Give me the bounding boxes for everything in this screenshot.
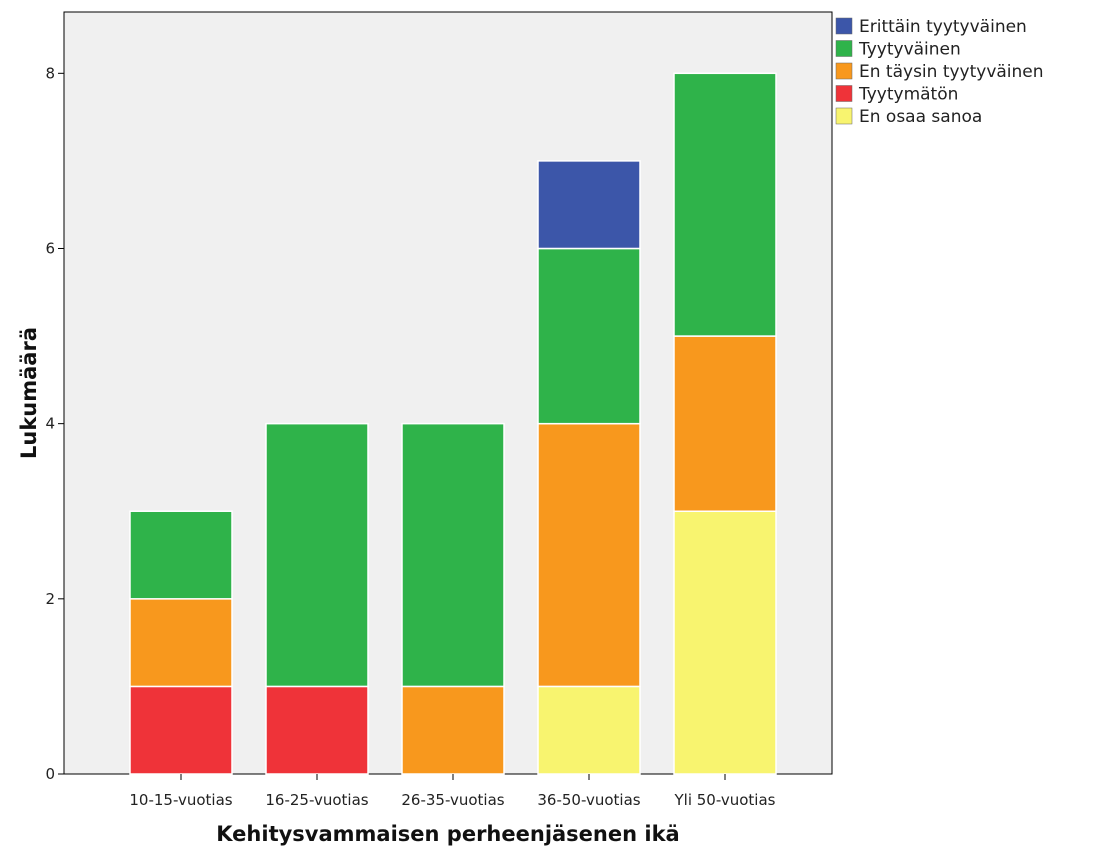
x-tick-label-1: 16-25-vuotias [265, 791, 368, 809]
x-tick-label-4: Yli 50-vuotias [674, 791, 776, 809]
legend-swatch-2 [835, 62, 853, 80]
x-tick-label-3: 36-50-vuotias [537, 791, 640, 809]
x-tick-label-0: 10-15-vuotias [129, 791, 232, 809]
legend-label-0: Erittäin tyytyväinen [859, 17, 1027, 37]
y-axis: 0 2 4 6 8 [45, 64, 64, 783]
y-tick-label-2: 4 [45, 415, 55, 433]
y-tick-label-0: 0 [45, 765, 55, 783]
legend-swatch-0 [835, 17, 853, 35]
bar-segment-2-3 [401, 422, 505, 688]
x-tick-label-2: 26-35-vuotias [401, 791, 504, 809]
bar-segment-4-2 [673, 335, 777, 512]
bar-segment-1-3 [265, 422, 369, 688]
bar-segment-1-1 [265, 685, 369, 775]
bar-segment-3-2 [537, 422, 641, 688]
x-axis: 10-15-vuotias 16-25-vuotias 26-35-vuotias 3… [129, 774, 776, 809]
bar-segment-0-2 [129, 598, 233, 688]
bar-segment-2-2 [401, 685, 505, 775]
bar-segment-4-3 [673, 72, 777, 337]
y-tick-label-3: 6 [45, 239, 55, 257]
legend-swatch-3 [835, 85, 853, 102]
y-tick-label-1: 2 [45, 590, 55, 608]
bars-group [129, 72, 777, 775]
bar-segment-0-1 [129, 685, 233, 775]
legend-label-2: En täysin tyytyväinen [859, 62, 1044, 82]
bar-segment-3-4 [537, 160, 641, 250]
bar-segment-0-3 [129, 510, 233, 600]
legend-label-1: Tyytyväinen [858, 40, 961, 60]
legend-swatch-1 [835, 40, 853, 57]
legend-label-3: Tyytymätön [858, 85, 958, 105]
bar-segment-4-0 [673, 510, 777, 775]
bar-segment-3-0 [537, 685, 641, 775]
y-axis-title: Lukumäärä [17, 327, 41, 459]
x-axis-title: Kehitysvammaisen perheenjäsenen ikä [216, 822, 679, 846]
bar-segment-3-3 [537, 247, 641, 425]
legend-label-4: En osaa sanoa [859, 107, 982, 127]
y-tick-label-4: 8 [45, 64, 55, 82]
legend-swatch-4 [835, 107, 853, 125]
